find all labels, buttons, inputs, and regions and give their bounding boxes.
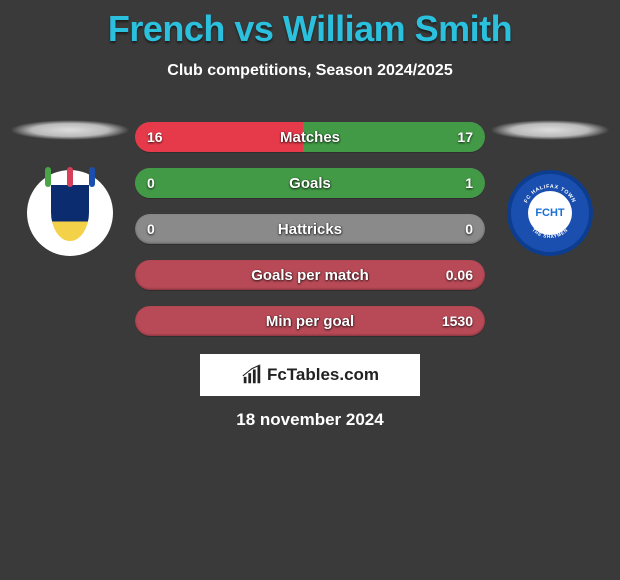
team-left-block: [10, 120, 130, 256]
stat-value-right: 1530: [442, 306, 473, 336]
chart-icon: [241, 364, 263, 386]
stat-row: Goals per match0.06: [135, 260, 485, 290]
stat-row: Goals01: [135, 168, 485, 198]
plume-icon: [45, 167, 51, 187]
svg-text:FC HALIFAX TOWN: FC HALIFAX TOWN: [523, 184, 576, 204]
stat-label: Hattricks: [135, 214, 485, 244]
team-right-block: FC HALIFAX TOWN THE SHAYMEN FCHT: [490, 120, 610, 256]
plume-icon: [67, 167, 73, 187]
crest-ring-text: FC HALIFAX TOWN THE SHAYMEN: [517, 180, 583, 246]
branding-text: FcTables.com: [267, 365, 379, 385]
stat-value-left: 0: [147, 214, 155, 244]
stat-label: Min per goal: [135, 306, 485, 336]
plume-icon: [89, 167, 95, 187]
bar-fill-right: [303, 122, 485, 152]
team-right-crest: FC HALIFAX TOWN THE SHAYMEN FCHT: [507, 170, 593, 256]
stat-row: Matches1617: [135, 122, 485, 152]
player-silhouette-left: [10, 120, 130, 140]
stat-label: Goals per match: [135, 260, 485, 290]
page-title: French vs William Smith: [0, 0, 620, 50]
team-left-crest: [27, 170, 113, 256]
player-silhouette-right: [490, 120, 610, 140]
stat-row: Hattricks0 0: [135, 214, 485, 244]
stat-row: Min per goal1530: [135, 306, 485, 336]
bar-fill-right: [135, 168, 485, 198]
subtitle: Club competitions, Season 2024/2025: [0, 62, 620, 80]
bar-fill-left: [135, 122, 303, 152]
branding-badge: FcTables.com: [200, 354, 420, 396]
svg-text:THE SHAYMEN: THE SHAYMEN: [531, 227, 569, 239]
stat-value-right: 0: [465, 214, 473, 244]
stat-value-right: 0.06: [446, 260, 473, 290]
comparison-chart: Matches1617 Goals01 Hattricks0 0 Goals per m…: [135, 122, 485, 352]
date-label: 18 november 2024: [0, 410, 620, 430]
shield-icon: [51, 185, 89, 241]
